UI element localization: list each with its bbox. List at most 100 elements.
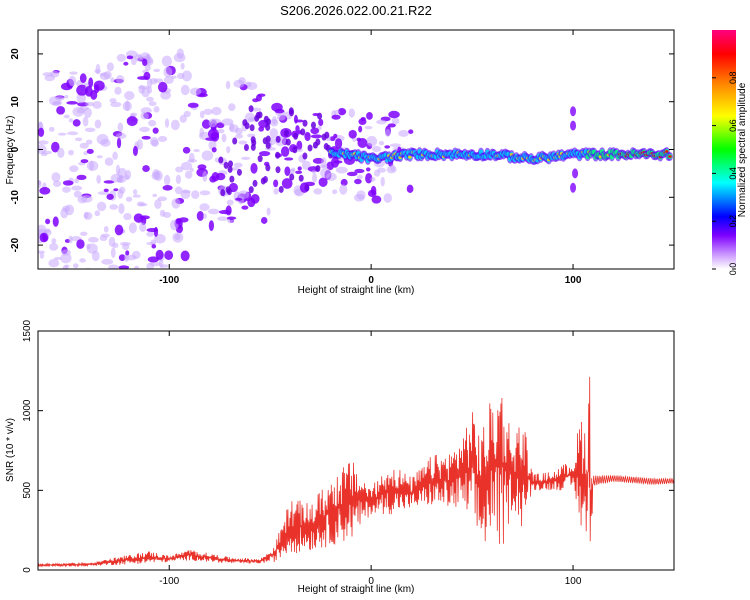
spectrogram-noise-blob — [175, 166, 184, 173]
spectrogram-noise-blob — [181, 190, 192, 194]
spectrogram-noise-blob — [63, 114, 70, 119]
spectrogram-noise-blob — [51, 238, 57, 244]
spectrogram-x-tick-label: 100 — [565, 275, 582, 286]
spectrogram-noise-blob — [143, 71, 151, 81]
spectrogram-noise-blob — [174, 233, 181, 240]
spectrogram-x-tick-label: -100 — [159, 275, 179, 286]
spectrogram-noise-blob — [318, 177, 328, 187]
spectrogram-noise-blob — [235, 197, 243, 201]
spectrogram-noise-blob — [371, 195, 382, 204]
spectrogram-noise-blob — [138, 84, 145, 94]
spectrogram-noise-blob — [199, 110, 205, 119]
spectrogram-noise-blob — [64, 264, 70, 268]
spectrogram-streak-blob — [265, 141, 271, 149]
snr-x-tick-label: -100 — [159, 576, 179, 587]
spectrogram-noise-blob — [72, 119, 81, 127]
colorbar-label: Normalized spectral amplitude — [737, 82, 748, 217]
spectrogram-noise-blob — [366, 111, 373, 120]
spectrogram-noise-blob — [68, 235, 73, 244]
spectrogram-noise-blob — [39, 186, 51, 195]
spectrogram-noise-blob — [118, 174, 124, 183]
spectrogram-noise-blob — [68, 149, 74, 156]
spectrogram-noise-blob — [221, 133, 227, 143]
spectrogram-noise-blob — [151, 278, 159, 282]
spectrogram-noise-blob — [284, 166, 291, 177]
spectrogram-noise-blob — [68, 278, 78, 284]
spectrogram-noise-blob — [179, 114, 187, 123]
spectrogram-leak-blob — [570, 182, 577, 193]
spectrogram-noise-blob — [294, 119, 304, 123]
spectrogram-noise-blob — [94, 119, 102, 129]
spectrogram-noise-blob — [348, 108, 355, 118]
spectrogram-noise-blob — [354, 168, 365, 174]
spectrogram-noise-blob — [72, 106, 85, 117]
spectrogram-streak-blob — [244, 122, 250, 130]
spectrogram-noise-blob — [163, 211, 171, 219]
spectrogram-noise-blob — [174, 186, 183, 195]
spectrogram-noise-blob — [153, 68, 161, 73]
spectrogram-noise-blob — [85, 86, 93, 97]
spectrogram-noise-blob — [356, 174, 363, 180]
spectrogram-noise-blob — [152, 193, 158, 198]
spectrogram-streak-blob — [249, 124, 255, 132]
spectrogram-streak-blob — [285, 138, 291, 146]
spectrogram-noise-blob — [274, 108, 285, 114]
colorbar-tick-label: 0.2 — [728, 215, 738, 228]
spectrogram-noise-blob — [162, 185, 173, 191]
spectrogram-noise-blob — [252, 98, 259, 103]
spectrogram-noise-blob — [208, 220, 215, 232]
spectrogram-noise-blob — [201, 119, 211, 129]
spectrogram-streak-blob — [265, 164, 271, 172]
spectrogram-noise-blob — [178, 217, 189, 223]
spectrogram-noise-blob — [366, 135, 378, 147]
spectrogram-noise-blob — [146, 231, 154, 237]
spectrogram-noise-blob — [48, 258, 60, 268]
spectrogram-noise-blob — [312, 173, 318, 183]
spectrogram-noise-blob — [93, 80, 105, 91]
spectrogram-streak-blob — [223, 161, 229, 169]
spectrogram-noise-blob — [207, 128, 220, 140]
spectrogram-noise-blob — [258, 150, 271, 157]
spectrogram-noise-blob — [389, 143, 402, 148]
spectrogram-streak-blob — [236, 168, 242, 176]
spectrogram-noise-blob — [331, 114, 341, 120]
spectrogram-noise-blob — [83, 211, 93, 220]
spectrogram-noise-blob — [124, 100, 130, 111]
spectrogram-noise-blob — [104, 157, 114, 166]
spectrogram-streak-blob — [257, 155, 263, 163]
spectrogram-streak-blob — [275, 135, 281, 143]
spectrogram-streak-blob — [220, 189, 226, 197]
spectrogram-noise-blob — [94, 210, 101, 217]
spectrogram-noise-blob — [52, 216, 59, 227]
spectrogram-leak-blob — [570, 106, 577, 117]
spectrogram-noise-blob — [211, 172, 220, 182]
spectrogram-streak-blob — [262, 175, 268, 183]
spectrogram-noise-blob — [321, 157, 327, 169]
spectrogram-noise-blob — [284, 157, 294, 161]
spectrogram-noise-blob — [180, 62, 185, 70]
spectrogram-ridge-peak — [408, 155, 412, 159]
spectrogram-noise-blob — [197, 164, 207, 170]
spectrogram-noise-blob — [128, 222, 137, 234]
spectrogram-y-tick-label: 20 — [10, 48, 21, 60]
spectrogram-noise-blob — [76, 239, 85, 249]
spectrogram-noise-blob — [88, 77, 94, 88]
spectrogram-noise-blob — [391, 117, 400, 125]
spectrogram-noise-blob — [38, 127, 45, 138]
spectrogram-noise-blob — [388, 110, 400, 119]
spectrogram-noise-blob — [226, 216, 237, 220]
spectrogram-noise-blob — [199, 127, 204, 138]
spectrogram-noise-blob — [384, 145, 391, 149]
spectrogram-noise-blob — [79, 258, 86, 263]
spectrogram-noise-blob — [103, 275, 107, 282]
spectrogram-noise-blob — [113, 188, 119, 192]
spectrogram-y-ticks: -20 -10 0 10 20 — [10, 48, 674, 252]
spectrogram-streak-blob — [227, 165, 233, 173]
snr-y-axis-label: SNR (10 * v/v) — [5, 418, 16, 482]
spectrogram-noise-blob — [100, 296, 112, 300]
spectrogram-noise-blob — [66, 131, 79, 136]
spectrogram-noise-blob — [313, 188, 323, 195]
spectrogram-streak-blob — [218, 156, 224, 164]
spectrogram-noise-blob — [365, 167, 371, 172]
spectrogram-noise-blob — [188, 152, 195, 163]
